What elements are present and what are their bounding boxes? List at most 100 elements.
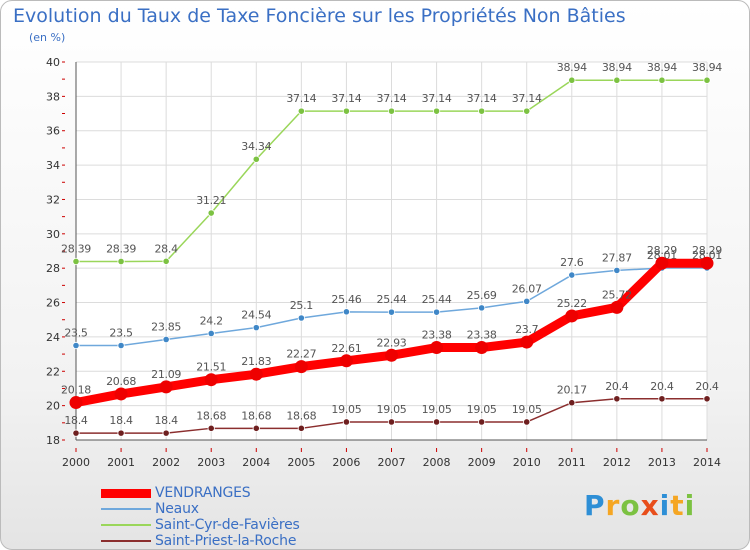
y-tick-label: 36 (46, 125, 60, 138)
legend: VENDRANGES Neaux Saint-Cyr-de-Favières Sain… (101, 485, 300, 549)
data-point-saint-cyr-de-favi-res (342, 107, 351, 115)
data-point-saint-cyr-de-favi-res (207, 209, 215, 217)
data-point-neaux (252, 324, 260, 332)
data-point-vendranges (565, 309, 579, 323)
data-point-vendranges (520, 335, 534, 349)
data-label-saint-cyr-de-favi-res: 37.14 (422, 92, 452, 105)
data-label-saint-priest-la-roche: 20.17 (557, 384, 587, 397)
legend-item-neaux: Neaux (101, 501, 300, 517)
data-label-neaux: 23.5 (64, 327, 88, 340)
data-point-neaux (478, 304, 486, 312)
data-label-neaux: 25.1 (290, 299, 313, 312)
data-point-vendranges (114, 387, 128, 401)
data-point-saint-priest-la-roche (568, 399, 576, 407)
brand-letter: o (620, 489, 641, 522)
data-point-saint-cyr-de-favi-res (613, 76, 621, 84)
data-point-saint-priest-la-roche (523, 418, 531, 426)
data-label-saint-cyr-de-favi-res: 28.4 (154, 242, 178, 255)
data-label-neaux: 24.2 (200, 314, 223, 327)
y-tick-label: 30 (46, 228, 60, 241)
data-label-neaux: 25.44 (377, 293, 407, 306)
y-tick-label: 28 (46, 262, 60, 275)
data-label-saint-priest-la-roche: 19.05 (331, 403, 361, 416)
data-point-saint-cyr-de-favi-res (252, 155, 260, 163)
data-point-saint-priest-la-roche (162, 429, 170, 437)
data-point-saint-priest-la-roche (297, 424, 305, 432)
data-label-neaux: 27.87 (602, 251, 632, 264)
data-label-saint-cyr-de-favi-res: 28.39 (106, 242, 136, 255)
data-label-saint-cyr-de-favi-res: 38.94 (692, 61, 722, 74)
legend-label: Neaux (155, 501, 199, 517)
data-label-vendranges: 28.29 (647, 244, 677, 257)
data-label-vendranges: 20.18 (61, 384, 91, 397)
brand-letter: x (640, 489, 660, 522)
data-point-vendranges (204, 373, 218, 387)
x-tick-label: 2010 (513, 456, 541, 469)
data-label-neaux: 27.6 (560, 256, 584, 269)
data-point-vendranges (294, 360, 308, 374)
legend-item-vendranges: VENDRANGES (101, 485, 300, 501)
data-label-vendranges: 21.83 (241, 355, 271, 368)
data-label-neaux: 25.44 (422, 293, 452, 306)
data-label-saint-priest-la-roche: 18.68 (286, 409, 316, 422)
y-tick-label: 24 (46, 331, 60, 344)
x-tick-label: 2005 (287, 456, 315, 469)
data-point-vendranges (385, 348, 398, 362)
data-point-vendranges (339, 354, 353, 368)
data-point-neaux (342, 308, 351, 316)
data-point-saint-priest-la-roche (387, 418, 396, 426)
data-label-vendranges: 23.38 (422, 329, 452, 342)
data-point-saint-priest-la-roche (658, 395, 666, 403)
x-tick-label: 2014 (693, 456, 721, 469)
x-tick-label: 2006 (332, 456, 360, 469)
data-point-vendranges (249, 367, 263, 381)
data-label-neaux: 25.46 (331, 293, 361, 306)
data-label-saint-priest-la-roche: 20.4 (650, 380, 674, 393)
data-point-saint-cyr-de-favi-res (162, 257, 170, 265)
data-point-vendranges (69, 396, 83, 410)
data-label-neaux: 26.07 (512, 282, 542, 295)
chart-title: Evolution du Taux de Taxe Foncière sur l… (13, 5, 626, 27)
data-label-neaux: 23.85 (151, 320, 181, 333)
data-label-vendranges: 22.27 (286, 348, 316, 361)
data-point-neaux (613, 266, 621, 275)
data-point-saint-cyr-de-favi-res (658, 76, 666, 84)
data-point-saint-cyr-de-favi-res (568, 76, 576, 84)
data-label-saint-priest-la-roche: 20.4 (605, 380, 629, 393)
legend-item-saint-cyr-de-favi-res: Saint-Cyr-de-Favières (101, 517, 300, 533)
y-tick-label: 18 (46, 434, 60, 447)
data-point-saint-priest-la-roche (342, 418, 351, 426)
x-tick-label: 2002 (152, 456, 180, 469)
x-tick-label: 2000 (62, 456, 90, 469)
data-point-saint-cyr-de-favi-res (72, 257, 80, 266)
y-tick-label: 38 (46, 90, 60, 103)
data-label-saint-cyr-de-favi-res: 37.14 (377, 92, 407, 105)
data-point-vendranges (610, 300, 624, 314)
data-point-neaux (117, 341, 125, 350)
data-point-saint-priest-la-roche (72, 429, 80, 437)
data-label-saint-cyr-de-favi-res: 38.94 (647, 61, 677, 74)
legend-swatch (101, 524, 151, 526)
data-label-vendranges: 23.7 (515, 323, 539, 336)
data-point-vendranges (700, 256, 714, 270)
data-point-neaux (297, 314, 305, 322)
brand-letter: r (605, 489, 621, 522)
x-tick-label: 2013 (648, 456, 676, 469)
brand-letter: P (584, 489, 606, 522)
legend-swatch (101, 488, 151, 498)
data-label-vendranges: 22.61 (331, 342, 361, 355)
legend-item-saint-priest-la-roche: Saint-Priest-la-Roche (101, 533, 300, 549)
data-label-saint-priest-la-roche: 19.05 (512, 403, 542, 416)
brand-letter: i (659, 489, 671, 522)
data-label-saint-priest-la-roche: 18.68 (196, 409, 226, 422)
data-point-vendranges (655, 256, 669, 270)
data-label-saint-priest-la-roche: 18.4 (64, 414, 88, 427)
brand-letter: t (670, 489, 685, 522)
data-label-saint-cyr-de-favi-res: 34.34 (241, 140, 271, 153)
x-tick-label: 2009 (468, 456, 496, 469)
x-tick-label: 2011 (558, 456, 586, 469)
data-label-saint-priest-la-roche: 19.05 (467, 403, 497, 416)
data-point-saint-priest-la-roche (432, 418, 441, 426)
data-label-vendranges: 20.68 (106, 375, 136, 388)
